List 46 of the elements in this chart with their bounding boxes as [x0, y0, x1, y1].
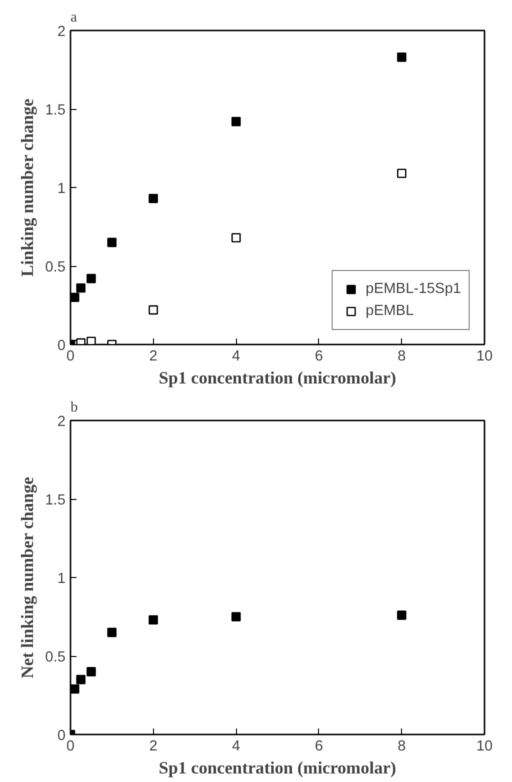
chart-title: a [70, 10, 78, 26]
point [107, 628, 117, 638]
point [76, 674, 86, 684]
x-tick-label: 10 [476, 348, 493, 364]
x-tick-label: 4 [232, 348, 240, 364]
x-tick-label: 8 [398, 348, 406, 364]
point [70, 292, 80, 302]
y-tick-label: 0.5 [45, 650, 66, 666]
point [231, 116, 241, 126]
y-tick-label: 1.5 [45, 492, 66, 508]
x-tick-label: 6 [314, 738, 323, 754]
y-axis-title: Net linking number change [18, 476, 38, 678]
y-tick-label: 1 [57, 181, 66, 197]
x-tick-label: 2 [149, 738, 158, 754]
y-tick-label: 0 [57, 338, 66, 354]
x-tick-label: 6 [314, 348, 323, 364]
point [86, 667, 96, 676]
y-tick-label: 1.5 [45, 102, 66, 118]
point [148, 615, 158, 625]
point [397, 168, 406, 178]
point [107, 238, 117, 248]
point [397, 610, 406, 620]
point [148, 305, 158, 315]
legend-label: pEMBL [366, 303, 414, 319]
y-axis-title: Linking number change [18, 98, 38, 277]
x-tick-label: 4 [232, 738, 240, 754]
x-tick-label: 8 [398, 738, 406, 754]
chart-title: b [70, 400, 78, 416]
point [397, 52, 406, 62]
x-axis-title: Sp1 concentration (micromolar) [158, 758, 396, 778]
point [231, 233, 241, 242]
x-axis-title: Sp1 concentration (micromolar) [158, 368, 396, 388]
point [148, 194, 158, 204]
y-tick-label: 2 [57, 414, 66, 430]
legend-label: pEMBL-15Sp1 [366, 281, 461, 297]
point [86, 336, 96, 344]
y-tick-label: 2 [57, 24, 66, 40]
point [76, 283, 86, 293]
point [86, 274, 96, 284]
x-tick-label: 2 [149, 348, 158, 364]
point [231, 612, 241, 622]
point [70, 684, 80, 694]
y-tick-label: 1 [57, 571, 66, 587]
x-tick-label: 10 [476, 738, 493, 754]
y-tick-label: 0 [57, 728, 66, 744]
y-tick-label: 0.5 [45, 260, 66, 276]
